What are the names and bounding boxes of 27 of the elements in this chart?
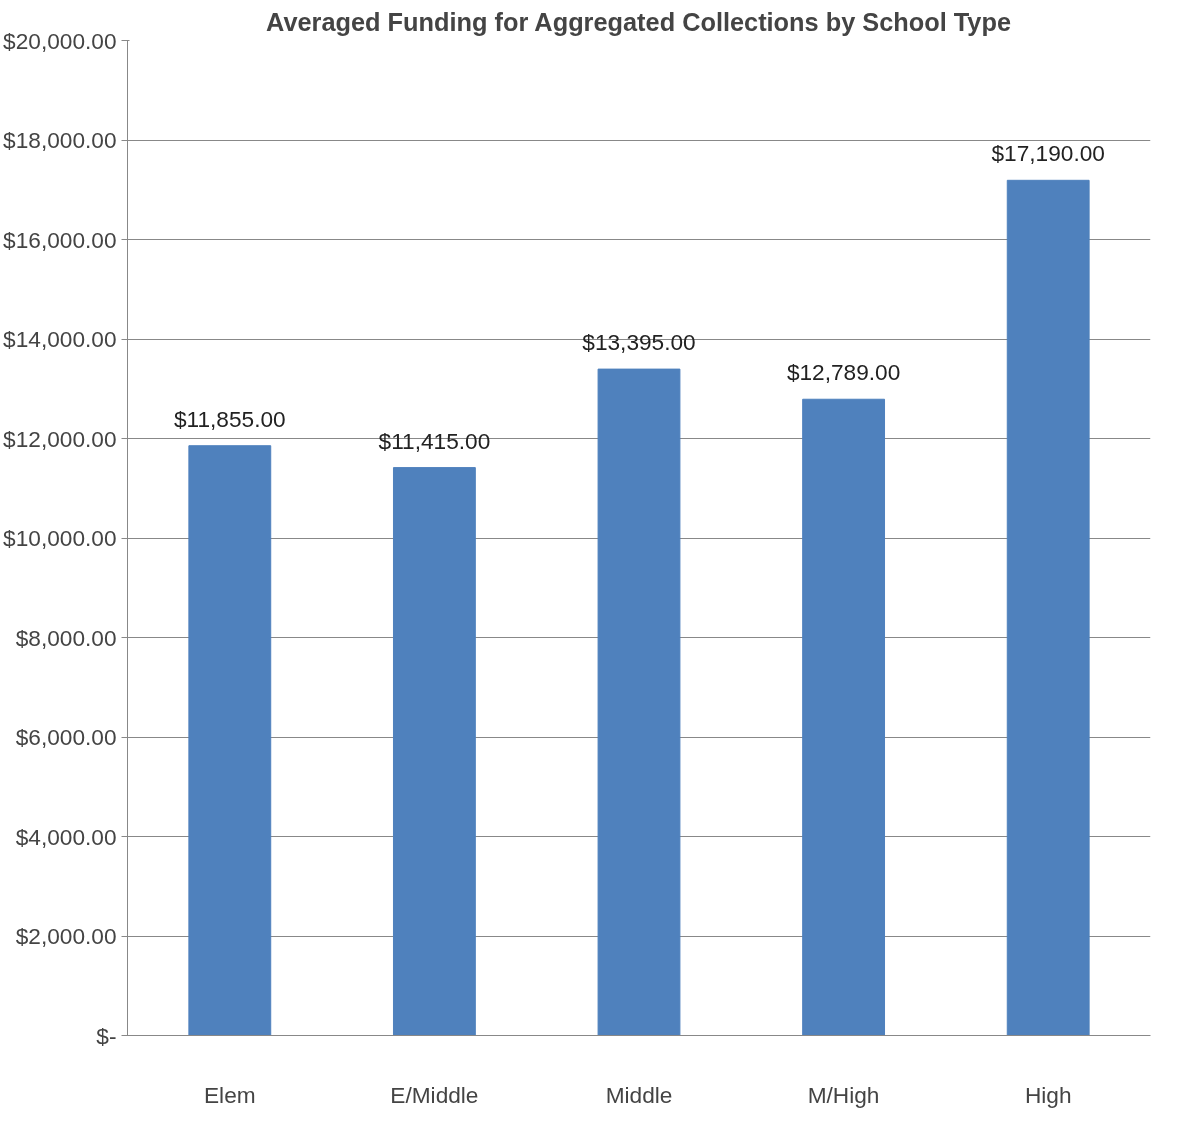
x-tick-label: High: [1024, 1081, 1072, 1108]
bar: [392, 467, 476, 1036]
y-tick-label: $6,000.00: [15, 724, 117, 750]
y-tick-label: $10,000.00: [3, 525, 117, 551]
data-label: $17,190.00: [991, 140, 1105, 167]
y-tick-label: $18,000.00: [3, 127, 117, 153]
bar: [597, 368, 681, 1036]
bar: [1006, 179, 1090, 1036]
y-tick-label: $8,000.00: [15, 624, 117, 651]
y-tick-label: $-: [96, 1022, 117, 1049]
data-label: $12,789.00: [786, 359, 901, 386]
x-tick-label: E/Middle: [390, 1081, 479, 1108]
y-tick-label: $4,000.00: [15, 823, 117, 850]
bar: [188, 445, 272, 1036]
chart-title: Averaged Funding for Aggregated Collections by School Type: [266, 7, 1011, 36]
bar: [802, 398, 886, 1036]
x-tick-label: Middle: [605, 1081, 673, 1108]
y-tick-label: $16,000.00: [3, 226, 117, 253]
x-tick-label: M/High: [807, 1081, 880, 1108]
data-label: $11,855.00: [173, 405, 286, 432]
x-tick-label: Elem: [203, 1081, 256, 1108]
data-label: $11,415.00: [378, 427, 491, 454]
data-label: $13,395.00: [582, 329, 696, 356]
y-tick-label: $20,000.00: [3, 27, 117, 54]
y-tick-label: $2,000.00: [15, 923, 117, 949]
y-tick-label: $12,000.00: [3, 425, 117, 452]
y-tick-label: $14,000.00: [3, 326, 117, 352]
